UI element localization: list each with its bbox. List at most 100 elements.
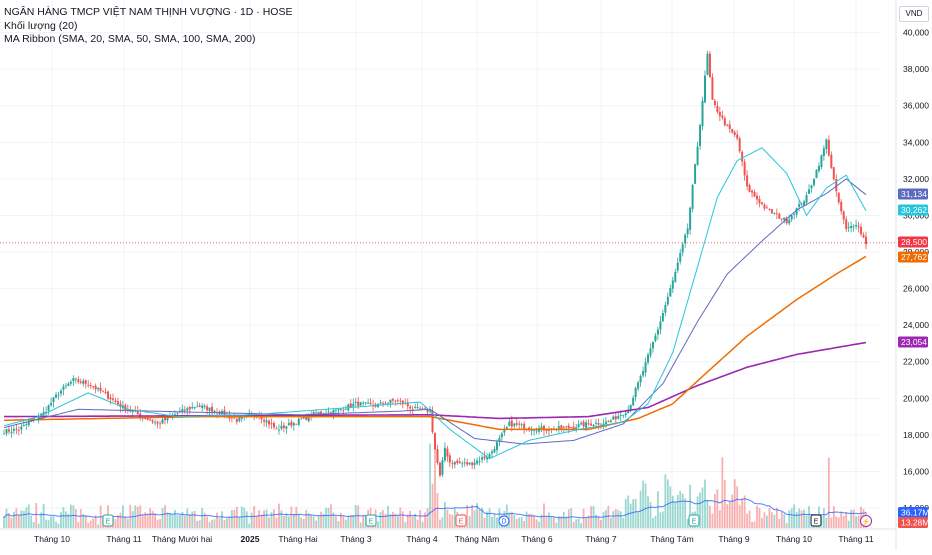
event-marker[interactable]: E <box>810 514 822 527</box>
candle <box>508 417 511 427</box>
currency-selector[interactable]: VND <box>899 6 929 22</box>
candle <box>20 422 23 435</box>
candle <box>15 425 18 435</box>
candle <box>798 199 801 212</box>
candle-body <box>810 185 813 189</box>
volume-bar <box>144 512 147 528</box>
volume-bar <box>515 518 518 528</box>
sma200-line <box>4 341 867 420</box>
candle-body <box>770 209 773 214</box>
candle-body <box>837 192 840 203</box>
volume-bar <box>540 514 543 528</box>
event-marker[interactable]: E <box>455 514 467 527</box>
candle-body <box>352 403 355 407</box>
candle-body <box>815 169 818 179</box>
volume-bar <box>263 510 265 528</box>
volume-bar <box>186 508 189 528</box>
candle-body <box>862 234 865 238</box>
volume-bar <box>208 521 211 528</box>
candle <box>401 400 404 409</box>
volume-bar <box>243 507 246 528</box>
candle-body <box>842 211 845 220</box>
candle-body <box>164 417 167 421</box>
volume-bar <box>124 516 127 528</box>
volume-bar <box>74 509 77 528</box>
candle-body <box>7 429 10 432</box>
event-marker[interactable]: D <box>498 515 510 527</box>
candle <box>674 268 677 284</box>
volume-bar <box>595 514 597 528</box>
candle-body <box>847 227 850 229</box>
candle-body <box>64 385 67 387</box>
candle-body <box>518 423 521 425</box>
symbol-title[interactable]: NGÂN HÀNG TMCP VIỆT NAM THỊNH VƯỢNG · 1D… <box>4 6 293 18</box>
volume-bar <box>17 514 20 528</box>
volume-bar <box>793 504 796 528</box>
candle <box>607 420 610 423</box>
candle <box>99 382 102 394</box>
candle-body <box>166 416 169 421</box>
volume-bar <box>389 513 392 528</box>
candle-body <box>676 262 679 271</box>
candle-body <box>661 312 664 322</box>
candle-body <box>696 146 699 165</box>
ma-ribbon-indicator-label[interactable]: MA Ribbon (SMA, 20, SMA, 50, SMA, 100, S… <box>4 33 256 45</box>
volume-bar <box>42 504 45 528</box>
candle-body <box>191 407 194 409</box>
candle <box>513 422 516 429</box>
candle <box>154 419 157 426</box>
candle-body <box>188 407 191 410</box>
volume-bar <box>92 518 95 528</box>
volume-bar <box>805 515 808 528</box>
candle-body <box>151 420 154 423</box>
volume-bar <box>275 517 278 528</box>
volume-bar <box>580 523 583 528</box>
volume-bar <box>258 510 261 528</box>
volume-bar <box>798 508 801 528</box>
volume-bar <box>785 523 788 528</box>
candle <box>817 162 820 174</box>
volume-bar <box>453 508 456 528</box>
sma50-badge: 31,134 <box>898 188 928 200</box>
candle <box>151 419 154 425</box>
candle-body <box>146 417 149 420</box>
volume-indicator-label[interactable]: Khối lượng (20) <box>4 19 78 32</box>
candle-body <box>542 425 545 431</box>
time-tick-label: Tháng Năm <box>455 534 499 544</box>
candle-body <box>307 414 310 422</box>
volume-bar <box>335 516 337 528</box>
event-label: E <box>459 519 464 526</box>
candle <box>3 429 5 435</box>
candle <box>389 399 392 408</box>
volume-bar <box>649 502 652 528</box>
candle <box>857 221 860 233</box>
volume-bar <box>230 509 233 528</box>
candle-body <box>733 131 736 135</box>
candle-body <box>731 129 734 133</box>
volume-bar <box>552 517 555 528</box>
candle-body <box>510 420 513 427</box>
candle-body <box>746 175 749 187</box>
candle-body <box>458 461 461 463</box>
volume-bar <box>352 515 355 528</box>
candle-body <box>706 53 709 75</box>
volume-bar <box>57 523 60 528</box>
event-marker[interactable]: E <box>688 514 700 527</box>
candle <box>651 341 654 353</box>
candle <box>855 219 858 230</box>
candle-body <box>817 165 820 171</box>
lightning-icon[interactable]: ⚡ <box>860 515 872 527</box>
candle-body <box>357 401 360 407</box>
candle-body <box>50 403 53 406</box>
event-marker[interactable]: E <box>102 514 114 527</box>
time-tick-label: Tháng 11 <box>838 534 874 544</box>
volume-bar <box>315 520 318 528</box>
candle-body <box>47 405 50 411</box>
volume-bar <box>773 514 776 528</box>
volume-bar <box>302 518 305 528</box>
candle-body <box>798 204 801 207</box>
candle <box>188 405 191 415</box>
event-marker[interactable]: E <box>365 514 377 527</box>
